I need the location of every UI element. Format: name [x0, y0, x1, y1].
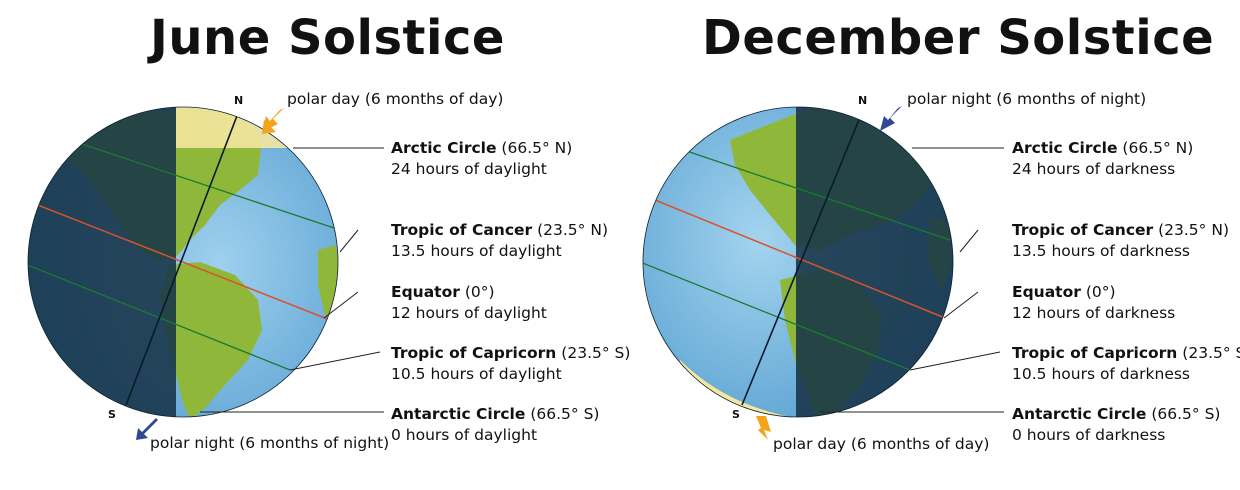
december-capricorn-line [643, 261, 911, 371]
december-antarctic-label: Antarctic Circle (66.5° S) 0 hours of da… [1012, 405, 1221, 444]
june-night-side [28, 107, 176, 417]
june-africa-edge [318, 245, 338, 320]
june-equator-leader [323, 291, 359, 319]
december-capricorn-leader [909, 351, 1001, 371]
december-axis-line [741, 109, 864, 406]
june-capricorn-line [28, 261, 291, 371]
december-capricorn-label: Tropic of Capricorn (23.5° S) 10.5 hours… [1012, 344, 1240, 383]
june-globe-diagram [27, 106, 384, 440]
june-cancer-label: Tropic of Cancer (23.5° N) 13.5 hours of… [391, 221, 608, 260]
december-equator-leader [943, 291, 979, 319]
june-antarctic-label: Antarctic Circle (66.5° S) 0 hours of da… [391, 405, 600, 444]
december-equator-label: Equator (0°) 12 hours of darkness [1012, 283, 1176, 322]
june-polar-bottom-label: polar night (6 months of night) [150, 434, 390, 452]
june-cancer-leader [339, 229, 359, 253]
june-arctic-label: Arctic Circle (66.5° N) 24 hours of dayl… [391, 139, 573, 178]
december-north-pole-label: N [858, 94, 868, 107]
december-globe-diagram [642, 106, 1004, 440]
december-south-pole-label: S [732, 408, 740, 421]
june-equator-line [28, 197, 331, 321]
june-solstice-panel: June Solstice [27, 10, 630, 452]
december-arctic-label: Arctic Circle (66.5° N) 24 hours of dark… [1012, 139, 1194, 178]
june-south-america [160, 262, 262, 417]
june-title: June Solstice [150, 10, 505, 66]
june-axis-line [125, 107, 241, 406]
june-polar-day-cap [176, 107, 300, 148]
june-polar-night-arrow [136, 418, 158, 440]
june-north-pole-label: N [234, 94, 244, 107]
december-polar-day-arrow [756, 416, 771, 440]
june-south-pole-label: S [108, 408, 116, 421]
june-capricorn-label: Tropic of Capricorn (23.5° S) 10.5 hours… [391, 344, 631, 383]
june-equator-label: Equator (0°) 12 hours of daylight [391, 283, 547, 322]
december-title: December Solstice [702, 10, 1215, 66]
december-solstice-panel: December Solstice [620, 0, 1240, 490]
december-equator-line [649, 197, 951, 321]
december-polar-night-arrow [880, 106, 902, 131]
june-polar-day-arrow-shape [262, 108, 284, 132]
december-polar-top-label: polar night (6 months of night) [907, 90, 1147, 108]
december-night-side [796, 107, 953, 417]
december-polar-bottom-label: polar day (6 months of day) [773, 435, 990, 453]
december-cancer-leader [959, 229, 979, 253]
december-cancer-label: Tropic of Cancer (23.5° N) 13.5 hours of… [1012, 221, 1229, 260]
june-capricorn-leader [289, 351, 381, 371]
june-arctic-line [39, 129, 338, 231]
december-arctic-line [659, 141, 951, 241]
june-polar-top-label: polar day (6 months of day) [287, 90, 504, 108]
